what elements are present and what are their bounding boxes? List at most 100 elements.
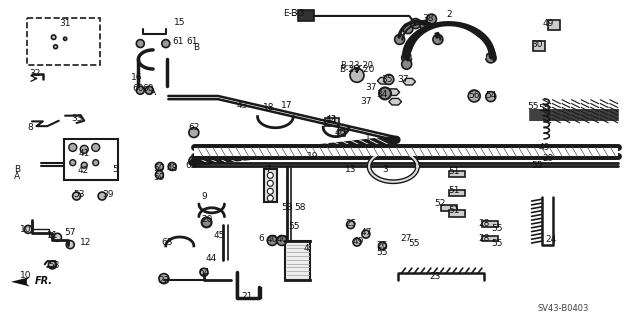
Bar — [441, 204, 457, 211]
Circle shape — [51, 35, 56, 40]
Text: 1: 1 — [365, 134, 371, 143]
Text: 49: 49 — [539, 143, 550, 152]
Text: 16: 16 — [131, 73, 142, 82]
Text: 31: 31 — [60, 19, 71, 28]
Circle shape — [200, 268, 208, 276]
Text: 53: 53 — [74, 190, 85, 199]
Circle shape — [420, 20, 430, 30]
Text: B: B — [14, 165, 20, 174]
Bar — [194, 148, 618, 156]
Text: 41: 41 — [79, 149, 90, 158]
Circle shape — [159, 274, 169, 284]
Text: 2: 2 — [446, 10, 452, 19]
Bar — [264, 169, 276, 202]
Text: E-3: E-3 — [283, 9, 298, 18]
Text: 9: 9 — [201, 192, 207, 202]
Circle shape — [486, 53, 496, 63]
Text: 51: 51 — [448, 167, 460, 176]
Text: SV43-B0403: SV43-B0403 — [538, 304, 589, 313]
Text: 10: 10 — [20, 225, 31, 234]
Text: 61: 61 — [187, 38, 198, 47]
Text: A: A — [150, 88, 156, 97]
Text: 56: 56 — [468, 91, 480, 100]
Text: 55: 55 — [408, 239, 420, 248]
Circle shape — [136, 86, 144, 94]
Bar — [548, 20, 559, 30]
Text: E-3: E-3 — [291, 9, 305, 18]
Circle shape — [468, 90, 480, 102]
Circle shape — [486, 92, 496, 101]
Text: 48: 48 — [166, 164, 178, 173]
Bar — [483, 221, 499, 227]
Text: 62: 62 — [186, 161, 197, 170]
Text: 60: 60 — [132, 85, 144, 93]
Text: 29: 29 — [543, 154, 554, 163]
Text: 22: 22 — [158, 276, 170, 285]
Circle shape — [353, 238, 361, 246]
Text: 13: 13 — [345, 165, 356, 174]
Circle shape — [98, 192, 106, 200]
Text: 37: 37 — [420, 22, 431, 31]
Bar — [64, 139, 118, 180]
Text: 39: 39 — [102, 190, 114, 199]
Text: 42: 42 — [77, 166, 88, 175]
Text: 60: 60 — [142, 85, 154, 93]
Circle shape — [92, 144, 100, 152]
Bar — [483, 236, 499, 241]
Bar — [449, 210, 465, 217]
Circle shape — [362, 230, 370, 238]
Circle shape — [268, 235, 277, 245]
Circle shape — [379, 87, 391, 100]
Circle shape — [347, 221, 355, 229]
Circle shape — [156, 162, 163, 170]
Text: 7: 7 — [265, 165, 271, 174]
Circle shape — [66, 241, 74, 249]
Polygon shape — [11, 277, 30, 286]
Circle shape — [54, 45, 58, 49]
Text: 17: 17 — [281, 101, 292, 110]
Bar — [534, 41, 545, 51]
Text: 34: 34 — [377, 90, 388, 99]
Circle shape — [268, 188, 273, 194]
Circle shape — [145, 86, 153, 94]
Circle shape — [63, 37, 67, 41]
Bar — [285, 241, 310, 279]
Text: 23: 23 — [429, 272, 440, 281]
Text: 35: 35 — [381, 75, 393, 84]
Text: 58: 58 — [294, 203, 305, 211]
Circle shape — [268, 195, 273, 201]
Text: 12: 12 — [80, 238, 91, 247]
Polygon shape — [403, 78, 415, 85]
Circle shape — [162, 40, 170, 48]
Text: 55: 55 — [377, 248, 388, 257]
Text: 43: 43 — [237, 101, 248, 110]
Text: 24: 24 — [545, 235, 556, 244]
Circle shape — [395, 34, 404, 44]
Text: A: A — [14, 173, 20, 182]
Bar — [325, 118, 339, 126]
Circle shape — [426, 14, 436, 24]
Circle shape — [189, 128, 199, 137]
Text: 50: 50 — [154, 164, 165, 173]
Text: B: B — [193, 43, 199, 52]
Circle shape — [70, 160, 76, 166]
Text: 10: 10 — [20, 271, 31, 280]
Text: 43: 43 — [326, 115, 337, 124]
Text: 27: 27 — [401, 234, 412, 243]
Polygon shape — [389, 98, 401, 105]
Text: 18: 18 — [263, 103, 275, 112]
Text: 40: 40 — [266, 235, 278, 244]
Text: 40: 40 — [276, 235, 287, 244]
Text: B-23-20: B-23-20 — [340, 61, 374, 70]
Circle shape — [189, 156, 199, 166]
Text: 19: 19 — [307, 152, 318, 161]
Circle shape — [433, 34, 443, 44]
Text: 55: 55 — [492, 224, 503, 233]
Text: FR.: FR. — [35, 276, 52, 286]
Polygon shape — [378, 78, 390, 84]
Text: 33: 33 — [71, 114, 83, 123]
Circle shape — [80, 145, 88, 153]
Text: 54: 54 — [485, 91, 497, 100]
Circle shape — [156, 171, 163, 179]
Text: 8: 8 — [28, 123, 33, 132]
